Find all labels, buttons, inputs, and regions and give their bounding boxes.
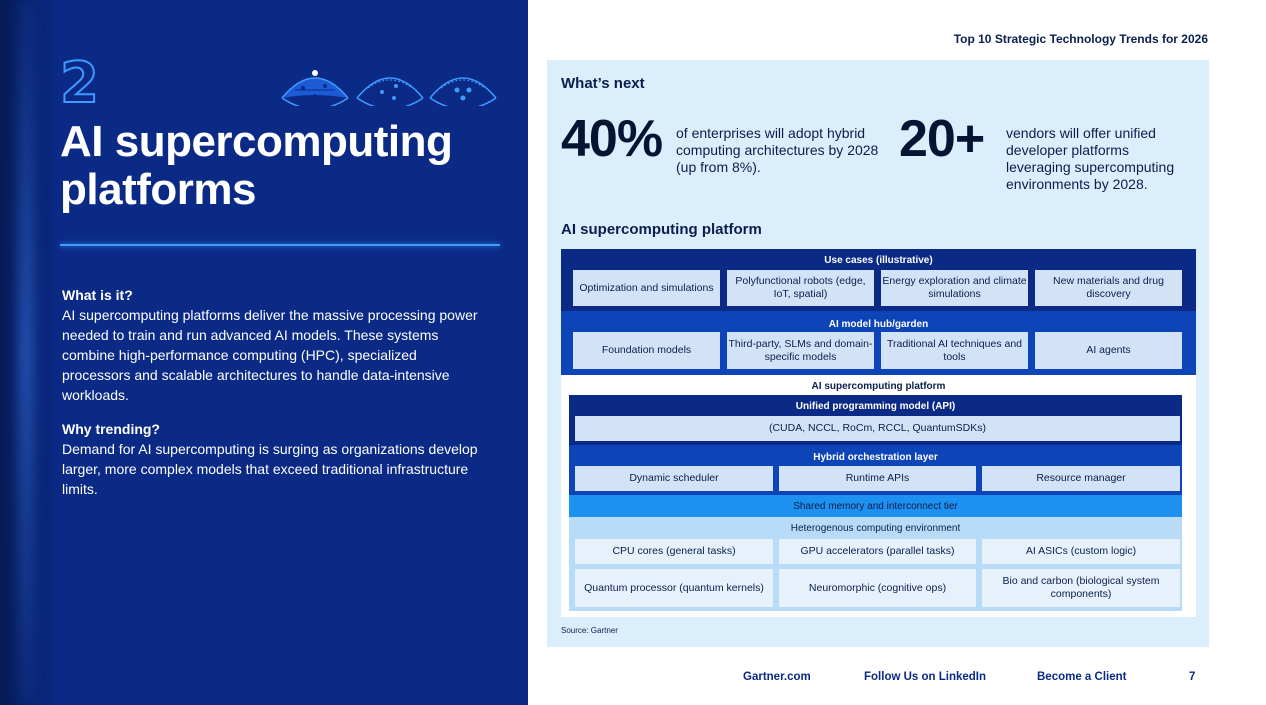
trend-title: AI supercomputing platforms [60,117,453,214]
hetero-label: Heterogenous computing environment [790,523,961,534]
why-trending-heading: Why trending? [62,421,160,437]
orchestration-cell: Resource manager [982,466,1180,491]
whats-next-heading: What’s next [561,75,645,92]
stat-text-2: vendors will offer unified developer pla… [1006,125,1175,192]
platform-label: AI supercomputing platform [811,381,946,392]
use-case-cell: Energy exploration and climate simulatio… [881,270,1028,306]
hetero-cell: GPU accelerators (parallel tasks) [779,539,976,564]
use-cases-label: Use cases (illustrative) [824,255,933,266]
hetero-band: Heterogenous computing environment CPU c… [569,517,1182,611]
why-trending-text: Demand for AI supercomputing is surging … [62,441,478,497]
use-cases-band: Use cases (illustrative) Optimization an… [561,249,1196,311]
theme-icon-3 [429,77,497,106]
stat-value-2: 20+ [899,110,985,168]
orchestration-cell: Runtime APIs [779,466,976,491]
footer-link-become-client[interactable]: Become a Client [1037,671,1127,683]
use-case-cell: New materials and drug discovery [1035,270,1182,306]
left-panel: 2 AI supercom [0,0,528,705]
orchestration-label: Hybrid orchestration layer [813,452,938,463]
use-case-cell: Polyfunctional robots (edge, IoT, spatia… [727,270,874,306]
model-hub-cell: AI agents [1035,332,1182,369]
theme-icon-1-active [281,70,349,106]
api-band: Unified programming model (API) (CUDA, N… [569,395,1182,445]
model-hub-cell: Traditional AI techniques and tools [881,332,1028,369]
footer-link-linkedin[interactable]: Follow Us on LinkedIn [864,671,987,683]
theme-icon-2 [356,77,424,106]
stat-text-1: of enterprises will adopt hybrid computi… [676,125,879,175]
trend-number: 2 [59,51,100,116]
hetero-cell: Neuromorphic (cognitive ops) [779,569,976,607]
stat-value-1: 40% [561,110,663,168]
api-cell: (CUDA, NCCL, RoCm, RCCL, QuantumSDKs) [575,416,1180,441]
what-is-it-heading: What is it? [62,287,133,303]
model-hub-label: AI model hub/garden [828,319,929,330]
model-hub-band: AI model hub/garden Foundation models Th… [561,311,1196,375]
trend-theme-icons [281,70,497,106]
model-hub-cell: Foundation models [573,332,720,369]
hetero-cell: Bio and carbon (biological system compon… [982,569,1180,607]
title-divider [60,244,500,246]
hetero-cell: AI ASICs (custom logic) [982,539,1180,564]
orchestration-cell: Dynamic scheduler [575,466,773,491]
architecture-title: AI supercomputing platform [561,221,762,238]
footer-link-gartner[interactable]: Gartner.com [743,671,811,683]
page-number: 7 [1189,671,1196,683]
platform-container: AI supercomputing platform Unified progr… [561,375,1196,617]
source-note: Source: Gartner [561,626,618,635]
report-title: Top 10 Strategic Technology Trends for 2… [953,32,1208,46]
api-label: Unified programming model (API) [795,401,956,412]
whats-next-panel: What’s next 40% of enterprises will adop… [547,60,1209,647]
hetero-cell: Quantum processor (quantum kernels) [575,569,773,607]
edge-glow [18,0,34,705]
what-is-it-text: AI supercomputing platforms deliver the … [62,307,478,403]
model-hub-cell: Third-party, SLMs and domain-specific mo… [727,332,874,369]
use-case-cell: Optimization and simulations [573,270,720,306]
shared-memory-band: Shared memory and interconnect tier [569,495,1182,517]
orchestration-band: Hybrid orchestration layer Dynamic sched… [569,445,1182,495]
hetero-cell: CPU cores (general tasks) [575,539,773,564]
